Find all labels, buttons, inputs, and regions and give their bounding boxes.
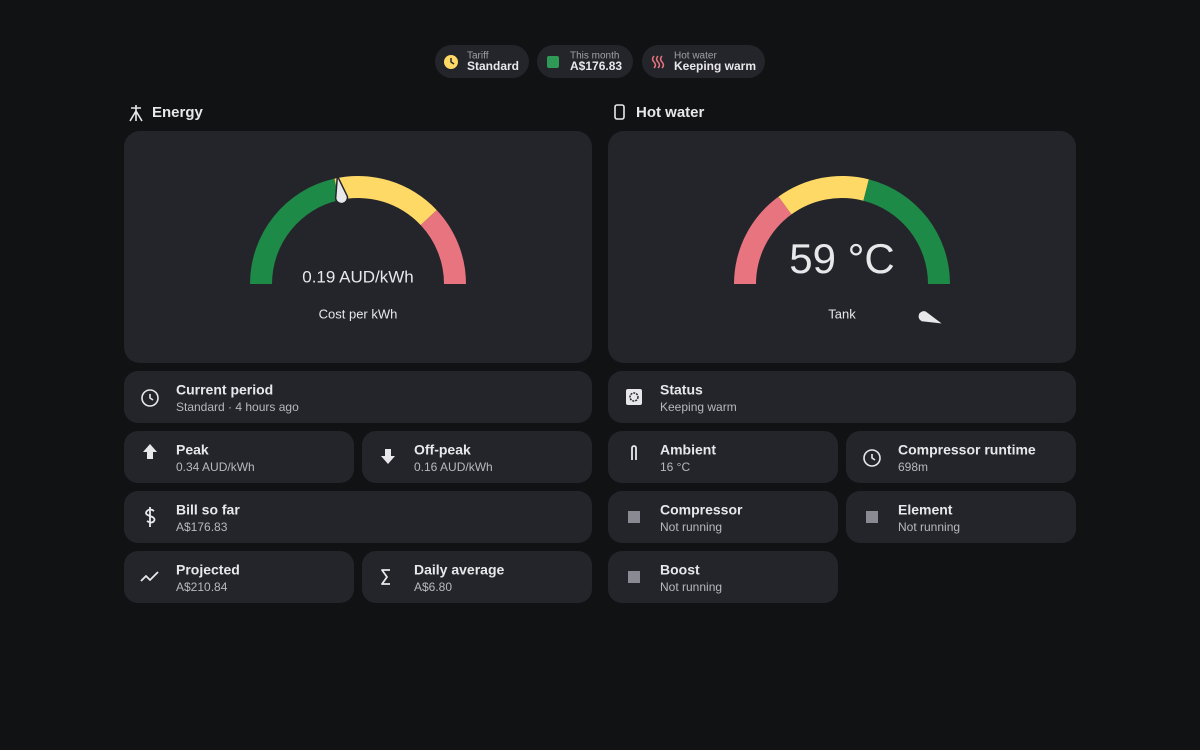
- tile[interactable]: Bill so far A$176.83: [124, 491, 592, 543]
- tile-background: [362, 551, 592, 603]
- tile[interactable]: Compressor Not running: [608, 491, 838, 543]
- tile-icon: [871, 454, 876, 461]
- tile-background: [608, 491, 838, 543]
- tile-title: Element: [898, 502, 953, 518]
- tile-title: Ambient: [660, 442, 716, 458]
- section-title: Energy: [152, 104, 204, 121]
- tile-background: [124, 371, 592, 423]
- tile-icon: [145, 507, 156, 527]
- tile-title: Projected: [176, 562, 240, 578]
- tile-background: [362, 431, 592, 483]
- gauge-card[interactable]: [124, 131, 592, 363]
- tile-title: Current period: [176, 382, 273, 398]
- tile-icon: [381, 449, 395, 464]
- tile-icon: [866, 511, 878, 523]
- chip-value: Standard: [467, 59, 519, 73]
- tile[interactable]: Compressor runtime 698m: [846, 431, 1076, 483]
- chip-value: A$176.83: [570, 59, 622, 73]
- tile[interactable]: Ambient 16 °C: [608, 431, 838, 483]
- gauge-segment: [734, 196, 792, 284]
- tile-title: Daily average: [414, 562, 504, 578]
- tile-title: Peak: [176, 442, 209, 458]
- tile-subtitle: 698m: [898, 460, 928, 474]
- gauge-name: Cost per kWh: [319, 306, 398, 321]
- section-title: Hot water: [636, 104, 705, 121]
- gauge-value: 0.19 AUD/kWh: [302, 267, 414, 286]
- tile-title: Status: [660, 382, 703, 398]
- chip[interactable]: [435, 45, 529, 78]
- tile-subtitle: A$176.83: [176, 520, 228, 534]
- gauge-segment: [334, 176, 437, 226]
- tile-title: Compressor runtime: [898, 442, 1036, 458]
- tile-icon: [629, 392, 639, 402]
- section-icon: [129, 105, 143, 122]
- tile-background: [124, 431, 354, 483]
- gauge-segment: [778, 175, 869, 215]
- tile-icon: [863, 449, 881, 467]
- tile-background: [846, 491, 1076, 543]
- tile-subtitle: A$6.80: [414, 580, 452, 594]
- tile-background: [608, 551, 838, 603]
- chip-value: Keeping warm: [674, 59, 756, 73]
- tile-background: [124, 491, 592, 543]
- gauge-segment: [863, 179, 950, 284]
- chip[interactable]: [537, 45, 633, 78]
- chips: Tariff Standard This month A$176.83 Hot …: [435, 45, 765, 78]
- tile[interactable]: Status Keeping warm: [608, 371, 1076, 423]
- tile-subtitle: Not running: [660, 580, 722, 594]
- tile-subtitle: 0.16 AUD/kWh: [414, 460, 493, 474]
- chip[interactable]: [642, 45, 765, 78]
- gauge-card[interactable]: [608, 131, 1076, 363]
- gauge-value: 59 °C: [789, 235, 895, 282]
- tile-subtitle: 0.34 AUD/kWh: [176, 460, 255, 474]
- tile-subtitle: Standard · 4 hours ago: [176, 400, 299, 414]
- tile[interactable]: Current period Standard · 4 hours ago: [124, 371, 592, 423]
- tile-icon: [381, 569, 390, 585]
- chip-label: This month: [570, 51, 619, 62]
- tile-subtitle: Not running: [660, 520, 722, 534]
- gauge-needle: [334, 173, 349, 205]
- tile-icon: [628, 571, 640, 583]
- tile-icon: [631, 445, 637, 460]
- tile-title: Boost: [660, 562, 700, 578]
- chip-label: Tariff: [467, 51, 489, 62]
- tile-subtitle: 16 °C: [660, 460, 690, 474]
- tile-title: Compressor: [660, 502, 743, 518]
- tile-icon: [626, 389, 642, 405]
- tile-icon: [140, 571, 159, 582]
- tile-subtitle: A$210.84: [176, 580, 228, 594]
- tile[interactable]: Off-peak 0.16 AUD/kWh: [362, 431, 592, 483]
- tile-icon: [141, 389, 159, 407]
- gauge-name: Tank: [828, 306, 856, 321]
- tile-background: [124, 551, 354, 603]
- tile[interactable]: Projected A$210.84: [124, 551, 354, 603]
- tile-icon: [628, 511, 640, 523]
- tile-icon: [149, 394, 154, 401]
- tile-background: [608, 431, 838, 483]
- tile-subtitle: Keeping warm: [660, 400, 737, 414]
- gauge-needle: [917, 309, 947, 326]
- chip-icon: [450, 58, 455, 65]
- tile[interactable]: Daily average A$6.80: [362, 551, 592, 603]
- gauge-segment: [250, 178, 340, 284]
- gauge-segment: [420, 210, 466, 284]
- tile-title: Bill so far: [176, 502, 240, 518]
- tile[interactable]: Boost Not running: [608, 551, 838, 603]
- section-icon: [614, 104, 625, 120]
- chip-label: Hot water: [674, 51, 717, 62]
- chip-icon: [651, 55, 665, 69]
- tile-subtitle: Not running: [898, 520, 960, 534]
- tile-background: [846, 431, 1076, 483]
- chip-icon: [547, 56, 559, 68]
- tile-icon: [143, 444, 157, 459]
- tile-background: [608, 371, 1076, 423]
- tile[interactable]: Peak 0.34 AUD/kWh: [124, 431, 354, 483]
- tile[interactable]: Element Not running: [846, 491, 1076, 543]
- tile-title: Off-peak: [414, 442, 471, 458]
